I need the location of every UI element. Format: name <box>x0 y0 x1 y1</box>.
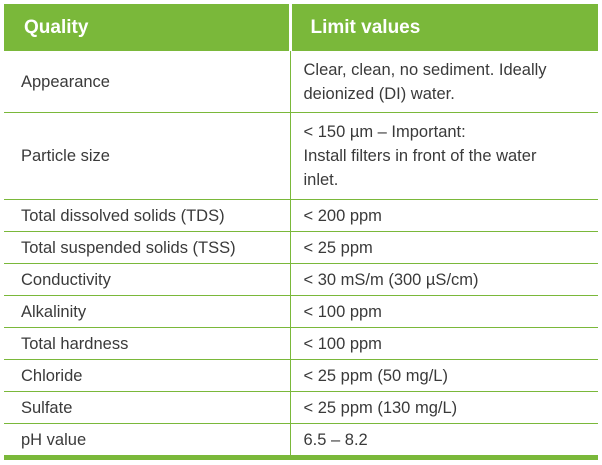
limit-cell: < 25 ppm <box>290 231 598 264</box>
table-row: Particle size < 150 µm – Important: Inst… <box>4 112 598 200</box>
limit-line: Clear, clean, no sediment. Ideally <box>303 60 547 79</box>
limit-line: < 150 µm – Important: <box>303 123 466 141</box>
water-quality-table: Quality Limit values Appearance Clear, c… <box>4 4 598 460</box>
limit-cell: Clear, clean, no sediment. Ideally deion… <box>290 51 598 113</box>
table-row: pH value 6.5 – 8.2 <box>4 423 598 460</box>
quality-cell: Total suspended solids (TSS) <box>4 231 291 264</box>
table-row: Total hardness < 100 ppm <box>4 327 598 360</box>
table-row: Conductivity < 30 mS/m (300 µS/cm) <box>4 263 598 296</box>
limit-cell: < 30 mS/m (300 µS/cm) <box>290 263 598 296</box>
limit-line: Install filters in front of the water <box>303 147 537 165</box>
table-row: Total suspended solids (TSS) < 25 ppm <box>4 231 598 264</box>
limit-cell: 6.5 – 8.2 <box>290 423 598 460</box>
quality-cell: Total hardness <box>4 327 291 360</box>
limit-cell: < 25 ppm (130 mg/L) <box>290 391 598 424</box>
header-limit-values: Limit values <box>290 4 598 51</box>
quality-cell: Particle size <box>4 112 291 200</box>
table-body: Appearance Clear, clean, no sediment. Id… <box>4 51 598 460</box>
limit-cell: < 100 ppm <box>290 327 598 360</box>
limit-line: deionized (DI) water. <box>303 84 455 103</box>
header-quality: Quality <box>4 4 292 51</box>
table-row: Sulfate < 25 ppm (130 mg/L) <box>4 391 598 424</box>
quality-cell: Conductivity <box>4 263 291 296</box>
quality-cell: Chloride <box>4 359 291 392</box>
limit-cell: < 150 µm – Important: Install filters in… <box>290 112 598 200</box>
quality-cell: Total dissolved solids (TDS) <box>4 199 291 232</box>
limit-cell: < 100 ppm <box>290 295 598 328</box>
header-row: Quality Limit values <box>4 4 598 51</box>
limit-line: inlet. <box>303 171 339 189</box>
table-row: Chloride < 25 ppm (50 mg/L) <box>4 359 598 392</box>
limit-cell: < 200 ppm <box>290 199 598 232</box>
limit-cell: < 25 ppm (50 mg/L) <box>290 359 598 392</box>
table-row: Appearance Clear, clean, no sediment. Id… <box>4 51 598 113</box>
table-row: Alkalinity < 100 ppm <box>4 295 598 328</box>
quality-cell: pH value <box>4 423 291 460</box>
quality-cell: Sulfate <box>4 391 291 424</box>
table-header: Quality Limit values <box>4 4 598 51</box>
table-row: Total dissolved solids (TDS) < 200 ppm <box>4 199 598 232</box>
quality-cell: Appearance <box>4 51 291 113</box>
quality-cell: Alkalinity <box>4 295 291 328</box>
